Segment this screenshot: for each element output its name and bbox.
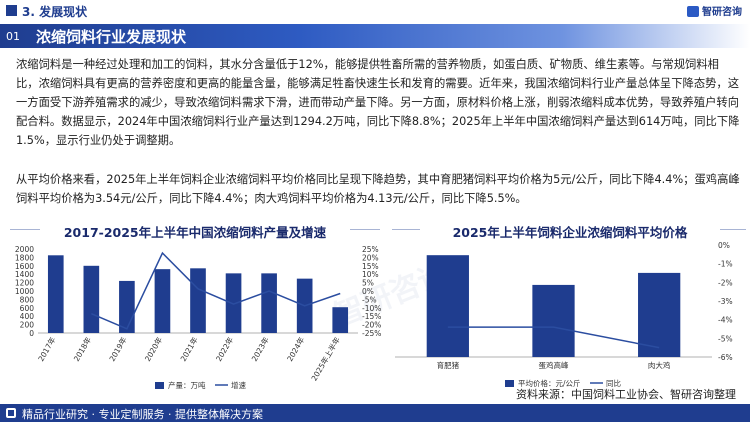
x-tick-label: 蛋鸡高峰: [539, 360, 569, 370]
y-right-tick: -6%: [718, 353, 733, 362]
y-left-tick: 0: [29, 329, 34, 338]
bar-production: [296, 278, 313, 333]
y-left-tick: 400: [20, 312, 35, 321]
chart2-title: 2025年上半年饲料企业浓缩饲料平均价格: [452, 225, 688, 240]
x-tick-label: 2018年: [71, 335, 93, 363]
legend-bar-label: 产量：万吨: [168, 380, 206, 390]
title-rule-right-2: [720, 229, 746, 230]
footer-text: 精品行业研究 · 专业定制服务 · 提供整体解决方案: [22, 408, 263, 421]
y-right-tick: -5%: [718, 334, 733, 343]
bar-price: [532, 284, 575, 357]
bar-production: [83, 265, 100, 333]
x-tick-label: 2025年上半年: [309, 335, 342, 383]
y-right-tick: -25%: [362, 329, 381, 338]
y-left-tick: 1600: [15, 262, 34, 271]
x-tick-label: 2021年: [178, 335, 200, 363]
header: 3. 发展现状 智研咨询: [0, 0, 750, 22]
legend-bar-swatch: [155, 382, 164, 389]
title-bar: 01 浓缩饲料行业发展现状: [0, 24, 750, 48]
x-tick-label: 育肥猪: [437, 360, 460, 370]
footer-icon: [6, 408, 16, 418]
x-tick-label: 2022年: [213, 335, 235, 363]
title-rule-left-2: [392, 229, 420, 230]
y-left-tick: 1000: [15, 287, 34, 296]
page-title: 浓缩饲料行业发展现状: [36, 28, 187, 46]
bar-production: [154, 269, 171, 333]
bar-production: [47, 255, 64, 333]
page-number: 01: [6, 30, 20, 43]
y-right-tick: -3%: [718, 297, 733, 306]
x-tick-label: 肉大鸡: [648, 360, 671, 370]
chart1-title: 2017-2025年上半年中国浓缩饲料产量及增速: [63, 225, 327, 240]
y-left-tick: 800: [20, 295, 35, 304]
logo: 智研咨询: [687, 3, 742, 18]
line-yoy: [447, 326, 660, 349]
y-right-tick: -1%: [718, 260, 733, 269]
y-left-tick: 1400: [15, 270, 34, 279]
paragraph-price: 从平均价格来看，2025年上半年饲料企业浓缩饲料平均价格同比呈现下降趋势，其中育…: [16, 173, 740, 205]
watermark: 智研咨询: [329, 256, 454, 334]
y-right-tick: 25%: [362, 245, 379, 254]
bar-production: [261, 273, 277, 333]
title-rule-left: [10, 229, 40, 230]
y-left-tick: 1200: [15, 279, 34, 288]
y-right-tick: 0%: [718, 241, 730, 250]
y-right-tick: 15%: [362, 262, 379, 271]
y-left-tick: 2000: [15, 245, 34, 254]
y-left-tick: 600: [20, 304, 35, 313]
x-tick-label: 2020年: [142, 335, 164, 363]
x-tick-label: 2019年: [107, 335, 129, 363]
y-right-tick: -2%: [718, 278, 733, 287]
paragraph-production: 浓缩饲料是一种经过处理和加工的饲料，其水分含量低于12%，能够提供牲畜所需的营养…: [16, 58, 740, 147]
legend-line-label: 增速: [231, 380, 246, 390]
x-tick-label: 2017年: [36, 335, 58, 363]
title-rule-right: [350, 229, 380, 230]
x-tick-label: 2024年: [284, 335, 306, 363]
y-right-tick: 20%: [362, 253, 379, 262]
bar-production: [190, 268, 206, 333]
legend-bar-swatch: [505, 380, 514, 387]
y-left-tick: 1800: [15, 253, 34, 262]
y-right-tick: -4%: [718, 316, 733, 325]
line-growth: [91, 251, 341, 330]
logo-icon: [687, 6, 699, 17]
section-label: 3. 发展现状: [22, 5, 88, 19]
bar-production: [225, 273, 242, 333]
logo-text: 智研咨询: [702, 7, 742, 18]
footer-bar: 精品行业研究 · 专业定制服务 · 提供整体解决方案: [0, 404, 750, 422]
section-marker-icon: [6, 5, 17, 16]
y-left-tick: 200: [20, 321, 35, 330]
source-note: 资料来源：中国饲料工业协会、智研咨询整理: [516, 388, 736, 401]
x-tick-label: 2023年: [249, 335, 271, 363]
bar-price: [638, 272, 681, 357]
bar-production: [119, 280, 135, 333]
